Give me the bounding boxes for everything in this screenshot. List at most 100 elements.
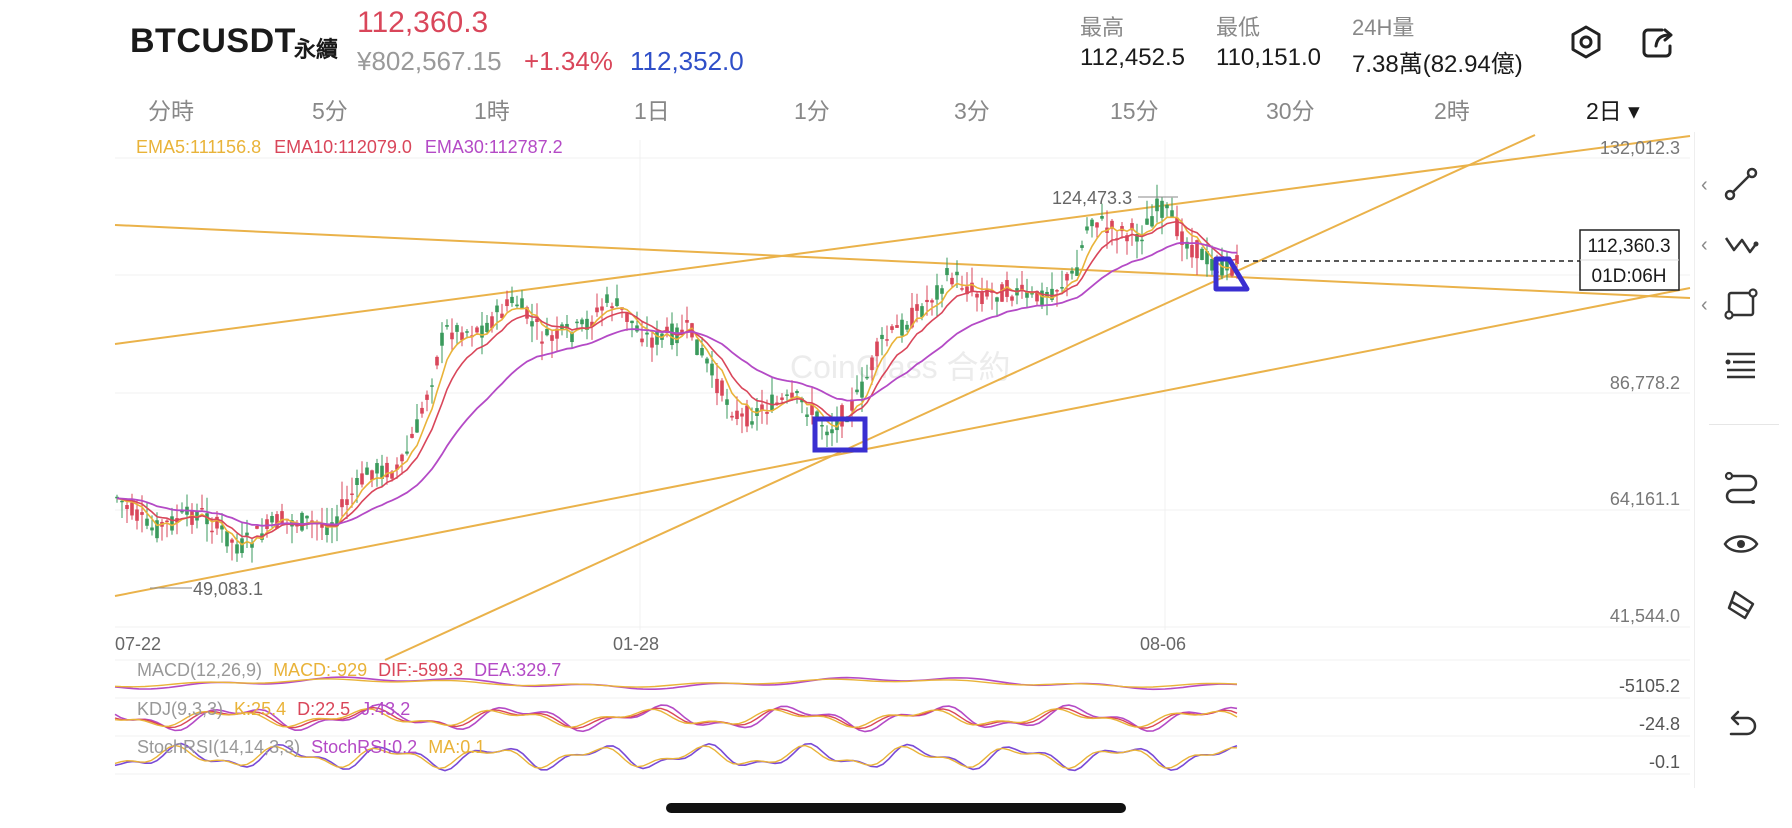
candle-body [1190,244,1194,258]
candle-body [245,532,249,536]
chevron-left-icon[interactable]: ‹ [1701,234,1708,256]
candle-body [920,306,924,317]
date-axis-label: 07-22 [115,634,161,654]
tab-interval[interactable]: 15分 [1110,98,1159,124]
triangle-marker[interactable] [1213,256,1250,292]
candle-body [375,463,379,474]
eraser-icon[interactable] [1721,584,1761,624]
candle-body [815,411,819,417]
ema10-line [116,220,1238,540]
candle-body [340,499,344,508]
candle-body [630,320,634,324]
candle-body [295,524,299,527]
candle-body [650,337,654,348]
candle-body [515,304,519,307]
kdj-k: K:25.4 [234,699,287,719]
candle-body [1160,200,1164,218]
trendline [114,224,1691,299]
home-indicator[interactable] [666,803,1126,813]
candle-body [695,339,699,355]
candle-body [1030,292,1034,295]
candle-body [415,419,419,433]
candle-body [320,524,324,528]
candle-body [370,470,374,481]
candle-body [970,282,974,292]
candle-body [350,493,354,496]
symbol-title[interactable]: BTCUSDT [130,22,296,60]
ema30-line [116,241,1238,527]
settings-hexagon-icon[interactable] [1566,22,1606,62]
candle-body [1040,290,1044,306]
candle-body [980,292,984,305]
candle-body [570,332,574,343]
macd-legend: MACD(12,26,9) MACD:-929 DIF:-599.3 DEA:3… [137,660,561,681]
candle-body [275,514,279,529]
candle-body [425,394,429,400]
tab-interval[interactable]: 3分 [954,98,990,124]
tab-interval[interactable]: 30分 [1266,98,1315,124]
tab-interval[interactable]: 2時 [1434,98,1470,124]
rectangle-marker[interactable] [812,416,868,453]
candle-body [250,543,254,548]
chevron-left-icon[interactable]: ‹ [1701,174,1708,196]
candle-body [195,511,199,521]
candle-body [1210,258,1214,271]
candle-body [500,313,504,319]
candle-body [770,394,774,411]
price-axis-label: 86,778.2 [1610,373,1680,393]
visibility-eye-icon[interactable] [1721,524,1761,564]
magnet-curve-icon[interactable] [1721,464,1761,504]
trendlines [114,134,1691,661]
candle-body [1200,248,1204,260]
candle-body [180,510,184,513]
fibonacci-lines-icon[interactable] [1721,344,1761,384]
rectangle-tool-icon[interactable] [1721,284,1761,324]
candle-body [305,515,309,519]
candle-body [1000,284,1004,302]
trendline-icon[interactable] [1721,164,1761,204]
trendline [114,135,1691,345]
candle-body [440,332,444,346]
candle-body [140,512,144,515]
stochrsi-value: StochRSI:0.2 [311,737,418,757]
candle-body [545,328,549,336]
chevron-left-icon[interactable]: ‹ [1701,294,1708,316]
wave-pattern-icon[interactable] [1721,224,1761,264]
stochrsi-legend: StochRSI(14,14,3,3) StochRSI:0.2 MA:0.1 [137,737,485,758]
undo-icon[interactable] [1721,704,1761,744]
candle-body [780,397,784,400]
candle-body [805,414,809,417]
candle-body [480,325,484,338]
price-axis-label: 132,012.3 [1600,138,1680,158]
price-axis-label: 64,161.1 [1610,489,1680,509]
candle-body [915,304,919,311]
candle-body [705,358,709,364]
candle-body [125,505,129,509]
candle-body [835,419,839,431]
countdown-label: 01D:06H [1592,266,1667,287]
tab-interval[interactable]: 1日 [634,98,670,124]
candle-body [785,394,789,396]
tab-interval[interactable]: 5分 [312,98,348,124]
kdj-legend: KDJ(9,3,3) K:25.4 D:22.5 J:43.2 [137,699,410,720]
candle-body [1095,222,1099,228]
candle-body [550,335,554,341]
ema-legend: EMA5:111156.8 EMA10:112079.0 EMA30:11278… [136,137,563,158]
tab-interval[interactable]: 1時 [474,98,510,124]
mark-price: 112,352.0 [630,46,744,76]
candle-body [1035,290,1039,302]
tab-interval[interactable]: 分時 [148,98,194,124]
candle-body [205,513,209,525]
kdj-axis-value: -24.8 [1639,714,1680,734]
candle-body [540,341,544,344]
candle-body [615,298,619,306]
share-export-icon[interactable] [1638,22,1678,62]
candle-body [1205,251,1209,265]
candle-body [1055,290,1059,292]
candle-body [590,321,594,327]
tab-interval-active[interactable]: 2日 ▾ [1586,98,1640,124]
candle-body [1155,198,1159,212]
tab-interval[interactable]: 1分 [794,98,830,124]
candle-body [1070,270,1074,274]
